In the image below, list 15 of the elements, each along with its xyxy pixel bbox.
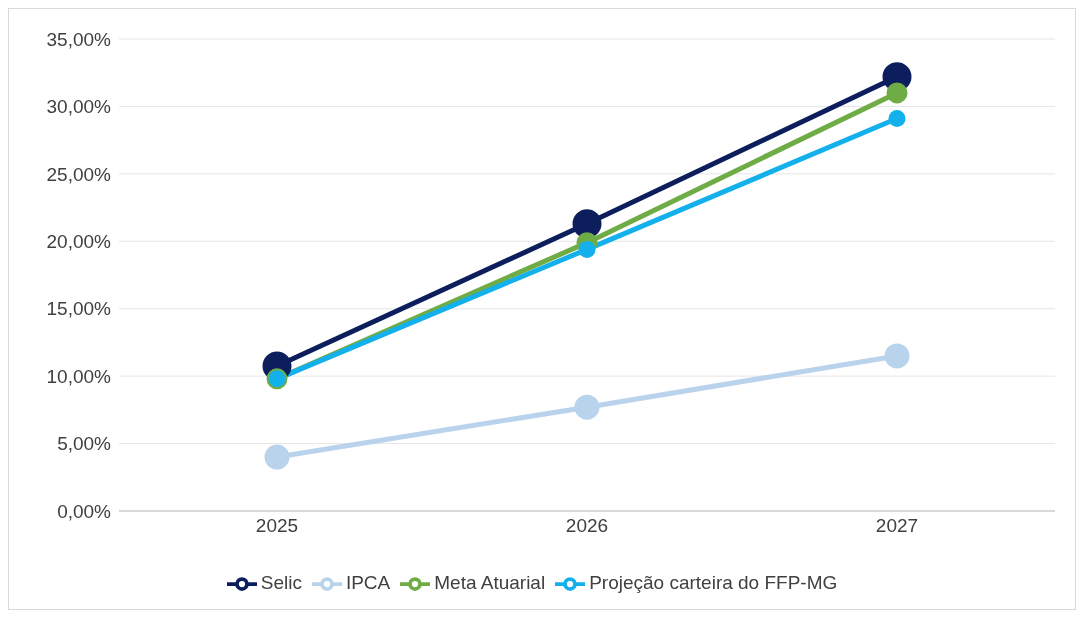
legend-label: Selic [260,572,302,594]
legend-label: IPCA [345,572,391,594]
legend-label: Meta Atuarial [434,572,546,594]
y-tick-label: 30,00% [46,96,112,118]
x-tick-label: 2026 [565,515,609,537]
legend-label: Projeção carteira do FFP-MG [589,572,838,594]
y-tick-label: 0,00% [57,500,112,522]
y-tick-label: 15,00% [46,298,112,320]
y-tick-label: 25,00% [46,163,112,185]
y-tick-label: 35,00% [46,28,112,50]
x-tick-label: 2025 [255,515,299,537]
x-tick-label: 2027 [875,515,919,537]
y-tick-label: 20,00% [46,231,112,253]
y-tick-label: 10,00% [46,365,112,387]
y-tick-label: 5,00% [57,433,112,455]
